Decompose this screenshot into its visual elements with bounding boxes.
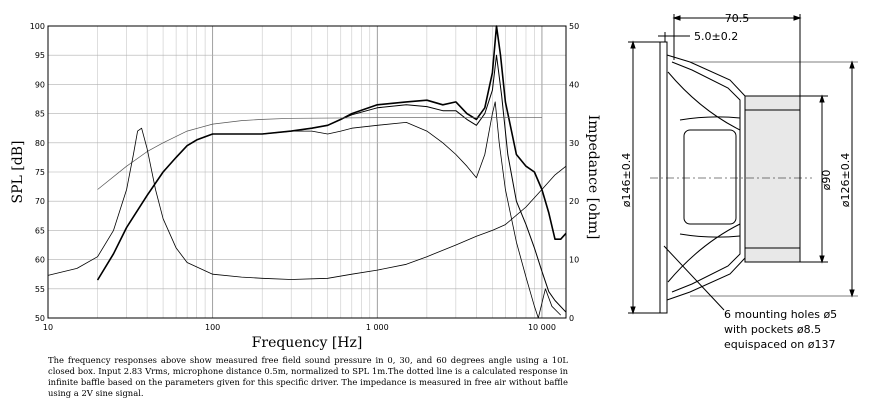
chart-grid (47, 25, 566, 319)
plot-frame (47, 25, 567, 319)
series-line-spl_calculated (97, 117, 542, 190)
y2-tick-label: 0 (569, 314, 574, 323)
chart-series (47, 25, 567, 319)
y-tick-label: 95 (35, 51, 45, 60)
y2-tick-label: 40 (569, 80, 579, 89)
series-line-spl_30deg (97, 54, 567, 313)
y-tick-label: 90 (35, 80, 45, 89)
y2-axis-title: Impedance [ohm] (585, 115, 601, 240)
y-tick-label: 75 (35, 168, 45, 177)
mounting-leader (663, 245, 725, 311)
magnet (744, 95, 801, 263)
x-tick-label: 10 (43, 323, 53, 332)
series-line-spl_60deg (97, 101, 561, 319)
figure-caption: The frequency responses above show measu… (48, 355, 568, 398)
frame-diameter-label: ø126±0.4 (839, 153, 852, 207)
spider-upper (679, 116, 741, 121)
y2-tick-label: 20 (569, 197, 579, 206)
flange-label: 5.0±0.2 (694, 30, 738, 43)
magnet-arrow-top (819, 94, 825, 103)
cone-lower (667, 223, 741, 283)
y-tick-label: 80 (35, 139, 45, 148)
y-tick-label: 50 (35, 314, 45, 323)
y-tick-label: 70 (35, 197, 45, 206)
mounting-note-line2: with pockets ø8.5 (724, 323, 821, 336)
cone-upper (667, 71, 741, 131)
x-axis-title: Frequency [Hz] (252, 335, 363, 351)
y-tick-label: 60 (35, 256, 45, 265)
x-tick-label: 100 (205, 323, 220, 332)
y-tick-label: 65 (35, 226, 45, 235)
y-tick-label: 100 (30, 22, 45, 31)
y2-tick-label: 50 (569, 22, 579, 31)
chart-ticks: 10 100 1 000 10 000 50 55 60 65 70 75 80 85 90 95 100 0… (30, 22, 579, 332)
y2-tick-label: 10 (569, 256, 579, 265)
depth-arrow-right (793, 15, 802, 21)
mounting-note-line3: equispaced on ø137 (724, 338, 835, 351)
x-tick-label: 10 000 (528, 323, 556, 332)
basket-outline (666, 54, 746, 301)
basket-inner (671, 61, 741, 293)
outer-diameter-label: ø146±0.4 (620, 153, 633, 207)
basket-window (683, 129, 737, 225)
y2-tick-label: 30 (569, 139, 579, 148)
y-tick-label: 55 (35, 285, 45, 294)
depth-label: 70.5 (725, 12, 750, 25)
frame-arrow-top (849, 60, 855, 69)
x-tick-label: 1 000 (366, 323, 389, 332)
spider-lower (679, 233, 741, 238)
outer-arrow-top (630, 40, 636, 49)
series-line-impedance (47, 127, 567, 280)
frame-arrow-bottom (849, 289, 855, 298)
depth-arrow-left (672, 15, 681, 21)
magnet-diameter-label: ø90 (820, 170, 833, 191)
y-axis-title: SPL [dB] (10, 141, 26, 204)
flange-plate (659, 41, 668, 314)
driver-drawing: 70.5 5.0±0.2 (628, 12, 858, 315)
outer-arrow-bottom (630, 306, 636, 315)
mounting-note-line1: 6 mounting holes ø5 (724, 308, 837, 321)
magnet-arrow-bottom (819, 255, 825, 264)
y-tick-label: 85 (35, 110, 45, 119)
